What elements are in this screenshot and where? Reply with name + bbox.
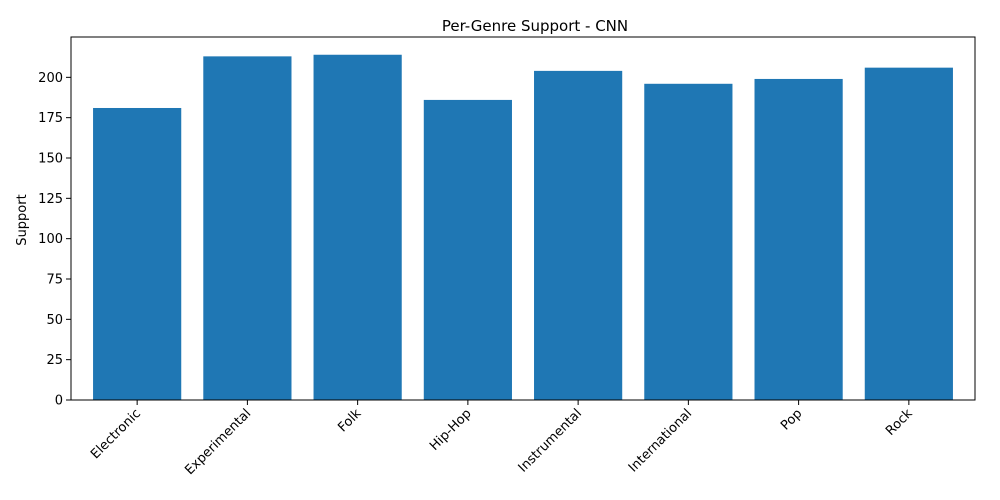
y-tick-label: 200	[38, 71, 63, 86]
chart-title: Per-Genre Support - CNN	[442, 17, 628, 35]
y-tick-label: 150	[38, 152, 63, 167]
bar-rock	[864, 67, 953, 401]
x-tick-label: Hip-Hop	[427, 406, 475, 454]
bar-folk	[313, 54, 402, 400]
x-tick-label: Pop	[778, 406, 805, 433]
y-tick-label: 0	[55, 394, 63, 409]
y-tick-label: 175	[38, 111, 63, 126]
bar-hip-hop	[423, 99, 512, 401]
y-tick-label: 75	[46, 273, 63, 288]
x-tick-label: Electronic	[88, 406, 144, 462]
x-axis-ticks: Electronic Experimental Folk Hip-Hop Instrum…	[88, 400, 916, 478]
bar-pop	[754, 78, 843, 401]
bars-group	[93, 54, 953, 401]
bar-international	[644, 83, 733, 400]
x-tick-label: Experimental	[182, 406, 254, 478]
y-axis-title: Support	[15, 194, 30, 245]
y-tick-label: 125	[38, 192, 63, 207]
y-tick-label: 100	[38, 232, 63, 247]
y-tick-label: 50	[46, 313, 63, 328]
plot-frame	[70, 36, 976, 401]
bar-instrumental	[534, 70, 623, 400]
x-tick-label: Folk	[335, 406, 364, 435]
x-tick-label: Instrumental	[516, 406, 585, 475]
bar-electronic	[93, 107, 182, 400]
y-tick-label: 25	[46, 353, 63, 368]
x-tick-label: Rock	[883, 406, 916, 439]
bar-experimental	[203, 56, 292, 401]
x-tick-label: International	[626, 406, 695, 475]
y-axis-ticks: 0 25 50 75 100 125 150 175 200	[38, 71, 71, 409]
